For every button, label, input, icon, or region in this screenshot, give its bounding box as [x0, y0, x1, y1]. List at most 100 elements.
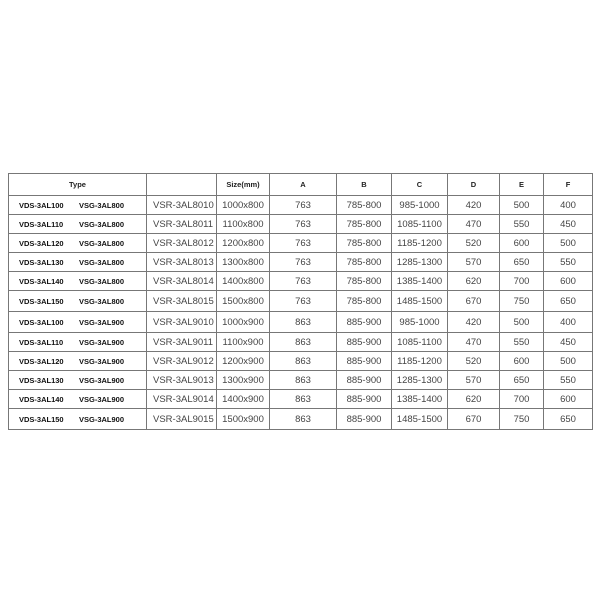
- cell-c: 1085-1100: [391, 332, 448, 352]
- cell-type: VDS-3AL110 VSG-3AL900: [8, 332, 147, 352]
- header-a: A: [269, 173, 337, 196]
- door-type: VDS-3AL150: [19, 296, 64, 306]
- header-size: Size(mm): [216, 173, 270, 196]
- cell-f: 550: [543, 252, 593, 272]
- header-type: Type: [8, 173, 147, 196]
- cell-model: VSR-3AL9014: [146, 389, 217, 409]
- cell-a: 763: [269, 290, 337, 312]
- table-row: VDS-3AL150 VSG-3AL800 VSR-3AL8015 1500x800 7…: [8, 290, 593, 312]
- cell-type: VDS-3AL130 VSG-3AL900: [8, 370, 147, 390]
- cell-a: 863: [269, 408, 337, 430]
- door-type: VDS-3AL110: [19, 219, 64, 229]
- cell-model: VSR-3AL8014: [146, 271, 217, 291]
- cell-d: 520: [447, 233, 500, 253]
- cell-e: 500: [499, 195, 544, 215]
- table-row: VDS-3AL110 VSG-3AL800 VSR-3AL8011 1100x800 7…: [8, 214, 593, 234]
- glass-type: VSG-3AL900: [79, 375, 125, 385]
- table-row: VDS-3AL150 VSG-3AL900 VSR-3AL9015 1500x900 8…: [8, 408, 593, 430]
- cell-a: 863: [269, 351, 337, 371]
- header-model: [146, 173, 217, 196]
- cell-size: 1400x900: [216, 389, 270, 409]
- cell-e: 700: [499, 271, 544, 291]
- glass-type: VSG-3AL900: [79, 337, 125, 347]
- table-row: VDS-3AL130 VSG-3AL900 VSR-3AL9013 1300x900 8…: [8, 370, 593, 390]
- cell-c: 1385-1400: [391, 389, 448, 409]
- cell-c: 1385-1400: [391, 271, 448, 291]
- table-row: VDS-3AL100 VSG-3AL800 VSR-3AL8010 1000x800 7…: [8, 195, 593, 215]
- door-type: VDS-3AL100: [19, 317, 64, 327]
- cell-f: 450: [543, 332, 593, 352]
- door-type: VDS-3AL110: [19, 337, 64, 347]
- glass-type: VSG-3AL800: [79, 276, 125, 286]
- glass-type: VSG-3AL800: [79, 238, 125, 248]
- door-type: VDS-3AL130: [19, 257, 64, 267]
- cell-b: 885-900: [336, 370, 392, 390]
- cell-type: VDS-3AL150 VSG-3AL900: [8, 408, 147, 430]
- cell-a: 863: [269, 311, 337, 333]
- cell-d: 670: [447, 408, 500, 430]
- door-type: VDS-3AL140: [19, 276, 64, 286]
- cell-f: 600: [543, 389, 593, 409]
- cell-type: VDS-3AL100 VSG-3AL800: [8, 195, 147, 215]
- table-row: VDS-3AL140 VSG-3AL800 VSR-3AL8014 1400x800 7…: [8, 271, 593, 291]
- header-d: D: [447, 173, 500, 196]
- cell-d: 420: [447, 195, 500, 215]
- cell-e: 750: [499, 408, 544, 430]
- cell-b: 785-800: [336, 233, 392, 253]
- cell-c: 1485-1500: [391, 290, 448, 312]
- cell-size: 1400x800: [216, 271, 270, 291]
- cell-d: 470: [447, 332, 500, 352]
- cell-c: 985-1000: [391, 311, 448, 333]
- cell-size: 1200x800: [216, 233, 270, 253]
- table-row: VDS-3AL120 VSG-3AL800 VSR-3AL8012 1200x800 7…: [8, 233, 593, 253]
- cell-type: VDS-3AL140 VSG-3AL800: [8, 271, 147, 291]
- cell-a: 763: [269, 233, 337, 253]
- header-b: B: [336, 173, 392, 196]
- cell-b: 885-900: [336, 408, 392, 430]
- cell-e: 500: [499, 311, 544, 333]
- header-row: Type Size(mm) A B C D E F: [8, 173, 593, 196]
- cell-f: 600: [543, 271, 593, 291]
- table-row: VDS-3AL110 VSG-3AL900 VSR-3AL9011 1100x900 8…: [8, 332, 593, 352]
- cell-type: VDS-3AL100 VSG-3AL900: [8, 311, 147, 333]
- cell-b: 785-800: [336, 195, 392, 215]
- cell-e: 550: [499, 332, 544, 352]
- header-e: E: [499, 173, 544, 196]
- cell-size: 1100x800: [216, 214, 270, 234]
- cell-model: VSR-3AL9012: [146, 351, 217, 371]
- cell-a: 763: [269, 252, 337, 272]
- cell-c: 1185-1200: [391, 233, 448, 253]
- cell-a: 863: [269, 332, 337, 352]
- cell-d: 570: [447, 252, 500, 272]
- glass-type: VSG-3AL800: [79, 200, 125, 210]
- cell-size: 1300x900: [216, 370, 270, 390]
- cell-size: 1300x800: [216, 252, 270, 272]
- cell-model: VSR-3AL9015: [146, 408, 217, 430]
- cell-a: 863: [269, 370, 337, 390]
- cell-f: 650: [543, 408, 593, 430]
- cell-model: VSR-3AL9013: [146, 370, 217, 390]
- cell-d: 620: [447, 389, 500, 409]
- cell-b: 785-800: [336, 290, 392, 312]
- cell-size: 1200x900: [216, 351, 270, 371]
- cell-f: 500: [543, 233, 593, 253]
- glass-type: VSG-3AL800: [79, 257, 125, 267]
- cell-c: 1285-1300: [391, 370, 448, 390]
- door-type: VDS-3AL150: [19, 414, 64, 424]
- cell-c: 1485-1500: [391, 408, 448, 430]
- cell-model: VSR-3AL9011: [146, 332, 217, 352]
- cell-a: 763: [269, 271, 337, 291]
- glass-type: VSG-3AL800: [79, 219, 125, 229]
- cell-f: 550: [543, 370, 593, 390]
- cell-e: 750: [499, 290, 544, 312]
- dimensions-table: Type Size(mm) A B C D E F VDS-3AL100 VSG-…: [8, 173, 593, 430]
- cell-a: 763: [269, 195, 337, 215]
- door-type: VDS-3AL120: [19, 238, 64, 248]
- cell-d: 570: [447, 370, 500, 390]
- cell-e: 700: [499, 389, 544, 409]
- cell-type: VDS-3AL120 VSG-3AL900: [8, 351, 147, 371]
- header-c: C: [391, 173, 448, 196]
- cell-type: VDS-3AL110 VSG-3AL800: [8, 214, 147, 234]
- cell-e: 600: [499, 351, 544, 371]
- cell-d: 520: [447, 351, 500, 371]
